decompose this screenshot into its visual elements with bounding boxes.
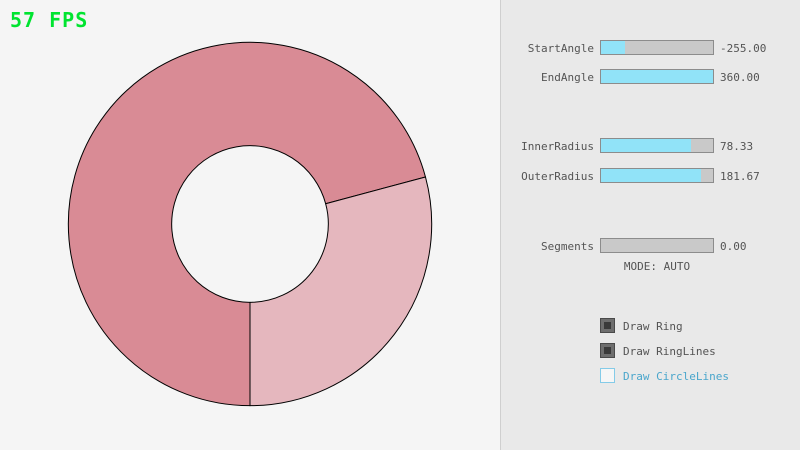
inner-radius-value: 78.33: [720, 140, 754, 153]
end-angle-slider-fill: [601, 70, 713, 83]
control-panel: StartAngle -255.00 EndAngle 360.00 Inner…: [500, 0, 800, 450]
checkmark-icon: [604, 322, 611, 329]
draw-ring-label: Draw Ring: [623, 320, 683, 333]
outer-radius-slider[interactable]: [600, 168, 714, 183]
outer-radius-label: OuterRadius: [521, 170, 594, 183]
slider-row-end-angle: EndAngle 360.00: [501, 69, 800, 85]
draw-ring-checkbox[interactable]: [600, 318, 615, 333]
draw-circlelines-label: Draw CircleLines: [623, 370, 729, 383]
start-angle-value: -255.00: [720, 42, 767, 55]
fps-counter: 57 FPS: [10, 8, 89, 32]
segments-mode-text: MODE: AUTO: [623, 260, 691, 273]
outer-radius-value: 181.67: [720, 170, 760, 183]
segments-slider[interactable]: [600, 238, 714, 253]
segments-label: Segments: [541, 240, 594, 253]
outer-radius-slider-fill: [601, 169, 701, 182]
start-angle-slider[interactable]: [600, 40, 714, 55]
end-angle-slider[interactable]: [600, 69, 714, 84]
ring-chart: [67, 41, 433, 407]
end-angle-label: EndAngle: [541, 71, 594, 84]
inner-radius-slider[interactable]: [600, 138, 714, 153]
canvas-area: 57 FPS: [10, 8, 433, 407]
slider-row-start-angle: StartAngle -255.00: [501, 40, 800, 56]
end-angle-value: 360.00: [720, 71, 760, 84]
slider-row-outer-radius: OuterRadius 181.67: [501, 168, 800, 184]
draw-circlelines-checkbox[interactable]: [600, 368, 615, 383]
segments-value: 0.00: [720, 240, 747, 253]
inner-radius-label: InnerRadius: [521, 140, 594, 153]
start-angle-label: StartAngle: [527, 42, 594, 55]
slider-row-inner-radius: InnerRadius 78.33: [501, 138, 800, 154]
draw-ringlines-label: Draw RingLines: [623, 345, 716, 358]
checkmark-icon: [604, 347, 611, 354]
draw-ringlines-checkbox[interactable]: [600, 343, 615, 358]
slider-row-segments: Segments 0.00: [501, 238, 800, 254]
inner-radius-slider-fill: [601, 139, 691, 152]
start-angle-slider-fill: [601, 41, 625, 54]
